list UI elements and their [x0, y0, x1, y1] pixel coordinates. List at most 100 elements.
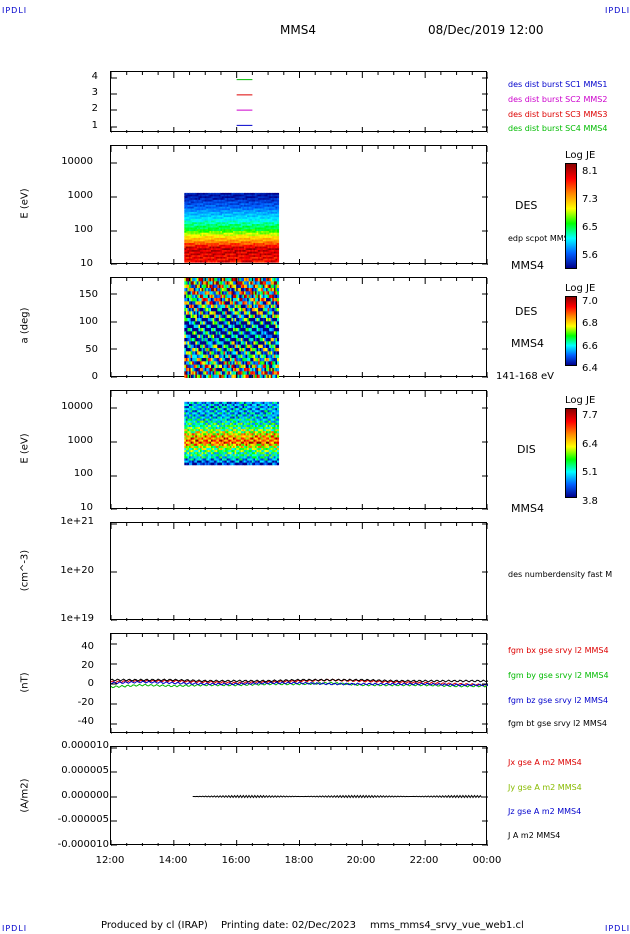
spectrogram-cell: [228, 251, 231, 254]
pitch-cell: [243, 301, 247, 306]
spectrogram-cell: [261, 218, 264, 222]
spectrogram-cell: [203, 210, 206, 213]
spectrogram-cell: [193, 243, 196, 246]
spectrogram-cell: [192, 227, 195, 230]
dis-cell: [251, 414, 254, 418]
spectrogram-cell: [215, 250, 218, 253]
pitch-cell: [248, 361, 251, 366]
pitch-cell: [272, 361, 275, 366]
spectrogram-cell: [239, 246, 242, 249]
spectrogram-cell: [234, 248, 237, 251]
pitch-cell: [228, 311, 231, 316]
spectrogram-cell: [222, 203, 225, 206]
spectrogram-cell: [203, 206, 206, 209]
pitch-cell: [265, 298, 269, 302]
spectrogram-cell: [200, 227, 203, 230]
dis-cell: [192, 414, 195, 418]
spectrogram-cell: [218, 248, 221, 251]
pitch-cell: [184, 298, 187, 302]
dis-cell: [207, 414, 210, 418]
pitch-cell: [217, 354, 220, 359]
spectrogram-cell: [226, 244, 229, 248]
spectrogram-cell: [196, 256, 199, 260]
dis-cell: [190, 403, 193, 407]
pitch-cell: [272, 358, 275, 362]
dis-cell: [226, 420, 229, 424]
spectrogram-cell: [217, 253, 220, 256]
pitch-cell: [203, 344, 206, 349]
pitch-cell: [193, 324, 196, 329]
pitch-cell: [184, 308, 187, 312]
spectrogram-cell: [239, 241, 242, 244]
pitch-cell: [207, 324, 210, 329]
pitch-cell: [276, 344, 280, 349]
spectrogram-cell: [256, 220, 259, 223]
pitch-cell: [192, 354, 195, 359]
spectrogram-cell: [233, 244, 236, 248]
spectrogram-cell: [242, 218, 245, 222]
spectrogram-cell: [256, 206, 259, 209]
spectrogram-cell: [272, 229, 275, 232]
spectrogram-cell: [189, 198, 192, 201]
pitch-cell: [231, 354, 234, 359]
pitch-cell: [245, 358, 248, 362]
spectrogram-cell: [242, 211, 245, 215]
dis-cell: [239, 401, 242, 405]
spectrogram-cell: [223, 234, 226, 237]
spectrogram-cell: [275, 222, 278, 225]
pitch-cell: [185, 324, 188, 329]
pitch-cell: [185, 301, 188, 306]
pitch-cell: [228, 368, 231, 372]
spectrogram-cell: [201, 251, 204, 254]
pitch-cell: [258, 324, 261, 329]
spectrogram-cell: [259, 220, 262, 223]
dis-cell: [187, 408, 190, 411]
spectrogram-cell: [242, 256, 245, 260]
spectrogram-cell: [204, 196, 207, 199]
spectrogram-cell: [236, 250, 239, 253]
dis-cell: [212, 414, 215, 418]
pitch-cell: [245, 278, 248, 282]
pitch-cell: [272, 311, 275, 316]
dis-cell: [201, 414, 204, 418]
pitch-cell: [226, 364, 229, 369]
dis-cell: [259, 418, 262, 422]
pitch-cell: [254, 344, 258, 349]
spectrogram-cell: [234, 194, 237, 197]
pitch-cell: [193, 371, 196, 376]
pitch-cell: [272, 338, 275, 342]
spectrogram-cell: [231, 227, 234, 230]
pitch-cell: [250, 321, 253, 326]
spectrogram-cell: [276, 248, 280, 251]
pitch-cell: [207, 281, 210, 286]
p2-cb-tick: 5.6: [582, 250, 598, 261]
spectrogram-cell: [204, 208, 207, 211]
spectrogram-cell: [258, 225, 261, 229]
spectrogram-cell: [269, 255, 272, 258]
spectrogram-cell: [261, 199, 264, 203]
spectrogram-cell: [248, 253, 251, 256]
spectrogram-cell: [206, 213, 209, 216]
spectrogram-cell: [229, 250, 232, 253]
spectrogram-cell: [220, 253, 223, 256]
spectrogram-cell: [256, 230, 259, 234]
pitch-cell: [222, 318, 225, 322]
dis-cell: [222, 403, 225, 407]
spectrogram-cell: [228, 244, 231, 248]
spectrogram-cell: [231, 220, 234, 223]
spectrogram-cell: [190, 224, 193, 227]
pitch-cell: [187, 338, 190, 342]
pitch-cell: [254, 374, 258, 378]
dis-cell: [203, 408, 206, 411]
spectrogram-cell: [184, 232, 187, 235]
spectrogram-cell: [269, 236, 272, 239]
spectrogram-cell: [198, 225, 201, 229]
spectrogram-cell: [228, 196, 231, 199]
spectrogram-cell: [234, 241, 237, 244]
pitch-cell: [220, 368, 223, 372]
spectrogram-cell: [233, 232, 236, 235]
pitch-cell: [269, 361, 272, 366]
dis-cell: [254, 401, 258, 405]
pitch-cell: [247, 348, 250, 352]
spectrogram-cell: [215, 208, 218, 211]
